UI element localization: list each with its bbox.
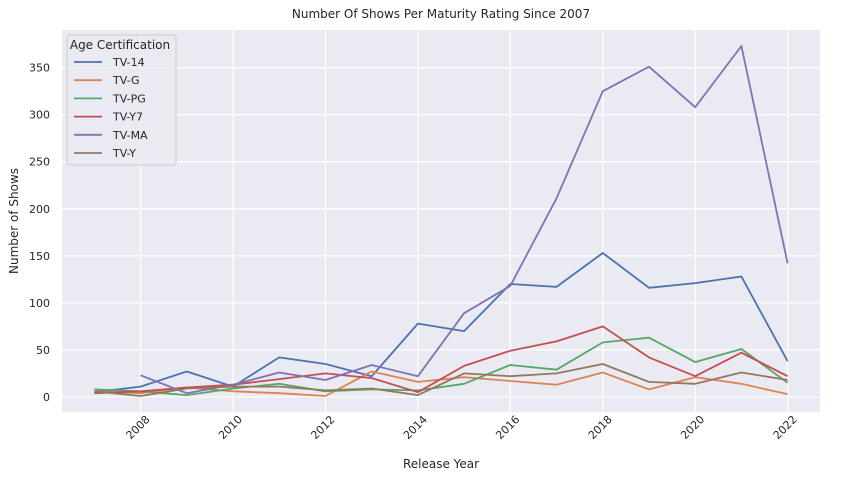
legend-box	[66, 34, 177, 166]
x-tick-label: 2018	[586, 413, 615, 442]
y-tick-label: 50	[36, 344, 50, 357]
x-tick-label: 2016	[493, 413, 522, 442]
series-line-tv-ma	[140, 45, 789, 395]
y-tick-label: 200	[29, 203, 50, 216]
series-line-tv-y	[94, 363, 788, 397]
x-tick-label: 2022	[771, 413, 800, 442]
series-lines	[94, 45, 789, 397]
legend-title: Age Certification	[70, 38, 170, 52]
legend: Age Certification TV-14 TV-G TV-PG TV-Y7 TV-M…	[66, 34, 177, 166]
legend-label-tv-g: TV-G	[112, 74, 140, 87]
legend-label-tv-y7: TV-Y7	[112, 111, 143, 124]
y-axis-label: Number of Shows	[7, 168, 21, 274]
legend-label-tv-y: TV-Y	[112, 147, 136, 160]
y-tick-label: 0	[43, 391, 50, 404]
y-tick-labels: 0 50 100 150 200 250 300 350	[29, 62, 50, 404]
grid-lines	[62, 30, 820, 412]
x-tick-labels: 2008 2010 2012 2014 2016 2018 2020 2022	[124, 413, 800, 442]
x-tick-label: 2008	[124, 413, 153, 442]
x-axis-label: Release Year	[403, 457, 479, 471]
y-tick-label: 350	[29, 62, 50, 75]
x-tick-label: 2014	[401, 413, 430, 442]
y-tick-label: 300	[29, 109, 50, 122]
y-tick-label: 150	[29, 250, 50, 263]
chart-title: Number Of Shows Per Maturity Rating Sinc…	[292, 7, 590, 21]
y-tick-label: 250	[29, 156, 50, 169]
x-tick-label: 2010	[216, 413, 245, 442]
x-tick-label: 2012	[308, 413, 337, 442]
y-tick-label: 100	[29, 297, 50, 310]
series-line-tv-14	[94, 252, 789, 394]
plot-area	[62, 30, 820, 412]
legend-label-tv-pg: TV-PG	[112, 92, 146, 105]
legend-label-tv-14: TV-14	[112, 56, 145, 69]
x-tick-label: 2020	[678, 413, 707, 442]
legend-label-tv-ma: TV-MA	[112, 129, 148, 142]
series-line-tv-pg	[94, 336, 789, 397]
series-line-tv-y7	[94, 325, 789, 395]
